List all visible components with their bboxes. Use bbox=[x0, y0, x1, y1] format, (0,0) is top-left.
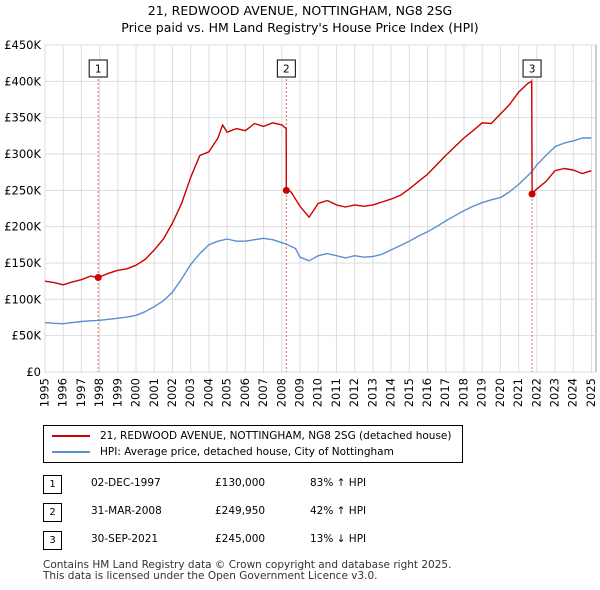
sale-price: £130,000 bbox=[215, 477, 266, 489]
sale-point bbox=[528, 190, 536, 198]
x-tick-label: 1997 bbox=[74, 378, 88, 407]
sale-marker-label: 2 bbox=[283, 64, 290, 76]
x-tick-label: 2001 bbox=[147, 378, 161, 407]
legend-swatch-hpi bbox=[52, 451, 90, 453]
y-tick-label: £100K bbox=[4, 292, 41, 306]
x-tick-label: 2014 bbox=[384, 378, 398, 407]
x-tick-label: 2002 bbox=[165, 378, 179, 407]
hpi-line bbox=[44, 137, 592, 325]
sale-hpi-change: 42% ↑ HPI bbox=[310, 505, 367, 517]
x-tick-label: 2010 bbox=[311, 378, 325, 407]
sale-date: 31-MAR-2008 bbox=[91, 505, 162, 517]
sale-point bbox=[282, 186, 290, 194]
grid-lines bbox=[44, 44, 596, 373]
y-tick-label: £300K bbox=[4, 147, 41, 161]
sale-marker-box bbox=[88, 59, 108, 78]
sales-table: 1 02-DEC-1997 £130,000 83% ↑ HPI 2 31-MA… bbox=[43, 472, 463, 556]
sale-number-badge: 2 bbox=[43, 503, 62, 522]
x-tick-label: 2003 bbox=[183, 378, 197, 407]
footer-line-1: Contains HM Land Registry data © Crown c… bbox=[43, 559, 452, 571]
y-tick-label: £450K bbox=[4, 38, 41, 52]
footer-line-2: This data is licensed under the Open Gov… bbox=[43, 570, 378, 582]
sale-row: 3 30-SEP-2021 £245,000 13% ↓ HPI bbox=[43, 528, 463, 556]
x-tick-label: 1998 bbox=[92, 378, 106, 407]
sale-marker-box bbox=[276, 59, 296, 78]
sale-number-badge: 3 bbox=[43, 531, 62, 550]
legend-item-hpi: HPI: Average price, detached house, City… bbox=[52, 444, 394, 460]
y-tick-label: £0 bbox=[26, 365, 41, 379]
x-tick-label: 2017 bbox=[438, 378, 452, 407]
sale-marker-label: 1 bbox=[95, 64, 102, 76]
x-tick-label: 2007 bbox=[256, 378, 270, 407]
x-tick-label: 2000 bbox=[129, 378, 143, 407]
y-tick-label: £200K bbox=[4, 220, 41, 234]
legend-item-property: 21, REDWOOD AVENUE, NOTTINGHAM, NG8 2SG … bbox=[52, 428, 451, 444]
x-tick-label: 2024 bbox=[566, 378, 580, 407]
price-chart: £0 £50K £100K £150K £200K £250K £300K £350K £400… bbox=[4, 38, 598, 407]
x-tick-label: 2016 bbox=[420, 378, 434, 407]
sale-hpi-change: 13% ↓ HPI bbox=[310, 533, 367, 545]
x-tick-label: 2005 bbox=[220, 378, 234, 407]
plot-area bbox=[44, 44, 597, 373]
sale-hpi-change: 83% ↑ HPI bbox=[310, 477, 367, 489]
x-tick-label: 2008 bbox=[274, 378, 288, 407]
sale-marker-label: 3 bbox=[529, 64, 536, 76]
x-tick-label: 2006 bbox=[238, 378, 252, 407]
sale-marker-boxes: 1 2 3 bbox=[88, 59, 542, 282]
x-tick-label: 2019 bbox=[475, 378, 489, 407]
sale-marker-box bbox=[522, 59, 542, 78]
series-lines bbox=[44, 80, 592, 325]
x-tick-label: 1996 bbox=[56, 378, 70, 407]
y-tick-label: £150K bbox=[4, 256, 41, 270]
legend-label-property: 21, REDWOOD AVENUE, NOTTINGHAM, NG8 2SG … bbox=[100, 430, 452, 442]
legend-label-hpi: HPI: Average price, detached house, City… bbox=[100, 446, 394, 458]
x-tick-label: 2013 bbox=[365, 378, 379, 407]
sale-number-badge: 1 bbox=[43, 475, 62, 494]
x-tick-label: 1995 bbox=[38, 378, 52, 407]
chart-title-block: 21, REDWOOD AVENUE, NOTTINGHAM, NG8 2SG … bbox=[0, 2, 600, 36]
y-tick-label: £250K bbox=[4, 183, 41, 197]
y-tick-label: £400K bbox=[4, 74, 41, 88]
legend: 21, REDWOOD AVENUE, NOTTINGHAM, NG8 2SG … bbox=[43, 425, 463, 463]
x-tick-label: 2022 bbox=[529, 378, 543, 407]
x-axis-ticks: 1995 1996 1997 1998 1999 2000 2001 2002 2003 2004… bbox=[38, 378, 598, 407]
x-tick-label: 2021 bbox=[511, 378, 525, 407]
x-tick-label: 2018 bbox=[456, 378, 470, 407]
sale-price: £245,000 bbox=[215, 533, 266, 545]
x-tick-label: 2020 bbox=[493, 378, 507, 407]
footer: Contains HM Land Registry data © Crown c… bbox=[43, 560, 451, 582]
sale-date: 02-DEC-1997 bbox=[91, 477, 161, 489]
x-tick-label: 2015 bbox=[402, 378, 416, 407]
y-axis-ticks: £0 £50K £100K £150K £200K £250K £300K £350K £400… bbox=[4, 38, 41, 379]
x-tick-label: 2009 bbox=[293, 378, 307, 407]
x-tick-label: 2011 bbox=[329, 378, 343, 407]
sale-row: 1 02-DEC-1997 £130,000 83% ↑ HPI bbox=[43, 472, 463, 500]
x-tick-label: 2012 bbox=[347, 378, 361, 407]
x-tick-label: 1999 bbox=[110, 378, 124, 407]
chart-subtitle: Price paid vs. HM Land Registry's House … bbox=[121, 20, 479, 35]
x-tick-label: 2004 bbox=[201, 378, 215, 407]
sale-point bbox=[94, 274, 102, 282]
chart-title: 21, REDWOOD AVENUE, NOTTINGHAM, NG8 2SG bbox=[147, 3, 453, 18]
sale-price: £249,950 bbox=[215, 505, 266, 517]
y-tick-label: £350K bbox=[4, 111, 41, 125]
sale-row: 2 31-MAR-2008 £249,950 42% ↑ HPI bbox=[43, 500, 463, 528]
sale-date: 30-SEP-2021 bbox=[91, 533, 159, 545]
x-tick-label: 2023 bbox=[548, 378, 562, 407]
legend-swatch-property bbox=[52, 435, 90, 437]
x-tick-label: 2025 bbox=[584, 378, 598, 407]
y-tick-label: £50K bbox=[12, 329, 42, 343]
property-price-line bbox=[44, 80, 592, 286]
